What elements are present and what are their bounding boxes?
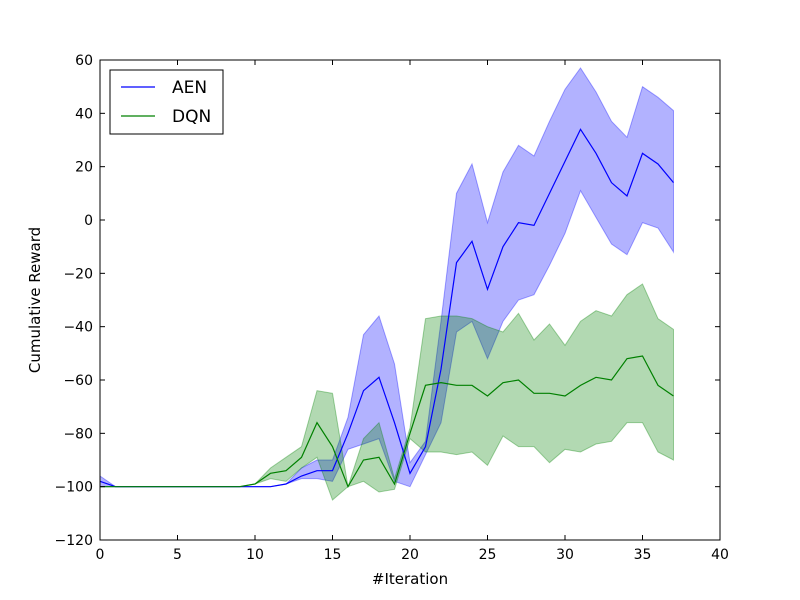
y-tick-label: 40 xyxy=(75,106,93,122)
y-tick-label: −20 xyxy=(63,266,93,282)
y-axis-ticks: −120 −100 −80 −60 −40 −20 0 20 40 60 xyxy=(55,53,720,549)
y-tick-label: −40 xyxy=(63,320,93,336)
x-axis-label: #Iteration xyxy=(372,570,448,588)
x-tick-label: 40 xyxy=(711,547,729,563)
dqn-line xyxy=(100,355,674,489)
x-tick-label: 35 xyxy=(634,547,652,563)
y-tick-label: −100 xyxy=(55,480,93,496)
y-tick-label: −120 xyxy=(55,533,93,549)
x-tick-label: 30 xyxy=(556,547,574,563)
legend-label-dqn: DQN xyxy=(172,107,211,127)
y-tick-label: 60 xyxy=(75,53,93,69)
series-lines xyxy=(99,128,674,489)
x-tick-label: 5 xyxy=(173,547,182,563)
x-tick-label: 10 xyxy=(246,547,264,563)
legend-box xyxy=(109,69,224,135)
dqn-band xyxy=(100,283,674,501)
y-tick-label: −80 xyxy=(63,426,93,442)
y-tick-label: 20 xyxy=(75,160,93,176)
x-axis-ticks: 0 5 10 15 20 25 30 35 40 xyxy=(96,60,729,563)
y-tick-label: 0 xyxy=(84,213,93,229)
x-tick-label: 0 xyxy=(96,547,105,563)
x-tick-label: 15 xyxy=(324,547,342,563)
x-tick-label: 25 xyxy=(479,547,497,563)
x-tick-label: 20 xyxy=(401,547,419,563)
legend-label-aen: AEN xyxy=(172,78,207,98)
y-tick-label: −60 xyxy=(63,373,93,389)
y-axis-label: Cumulative Reward xyxy=(26,227,44,373)
legend: AEN DQN xyxy=(109,69,224,135)
